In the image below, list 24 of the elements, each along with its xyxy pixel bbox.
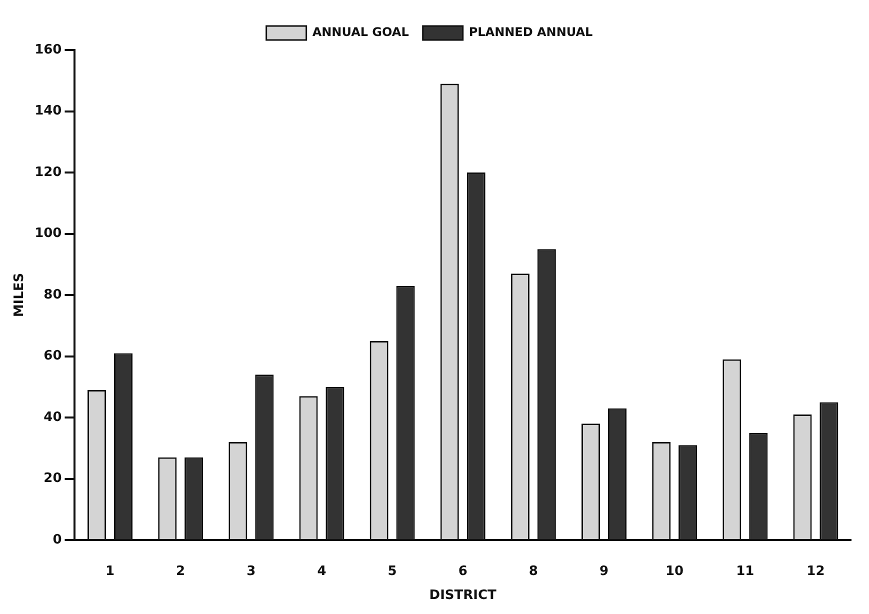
y-tick-label: 60 [44, 348, 62, 364]
x-axis-title: DISTRICT [429, 588, 496, 604]
legend-label: PLANNED ANNUAL [468, 25, 594, 40]
x-tick-label: 9 [599, 564, 609, 580]
y-tick-label: 80 [44, 287, 62, 302]
y-tick-label: 160 [34, 42, 62, 58]
x-tick-label: 5 [388, 564, 397, 580]
x-tick-label: 2 [176, 564, 186, 580]
x-tick-label: 3 [246, 564, 256, 580]
x-tick-label: 8 [528, 564, 538, 580]
x-tick-label: 1 [105, 564, 115, 580]
y-tick-label: 0 [52, 532, 62, 548]
y-axis-title: MILES [12, 272, 28, 318]
y-tick-label: 100 [34, 226, 62, 242]
legend-label: ANNUAL GOAL [312, 25, 410, 40]
y-tick-label: 120 [34, 164, 62, 180]
y-tick-label: 40 [44, 410, 62, 425]
y-tick-label: 140 [34, 104, 62, 119]
x-tick-label: 6 [458, 564, 468, 580]
x-tick-label: 12 [806, 564, 825, 580]
y-tick-label: 20 [44, 471, 62, 486]
x-tick-label: 11 [736, 564, 754, 580]
x-tick-label: 10 [666, 564, 684, 580]
x-tick-label: 4 [317, 564, 326, 580]
